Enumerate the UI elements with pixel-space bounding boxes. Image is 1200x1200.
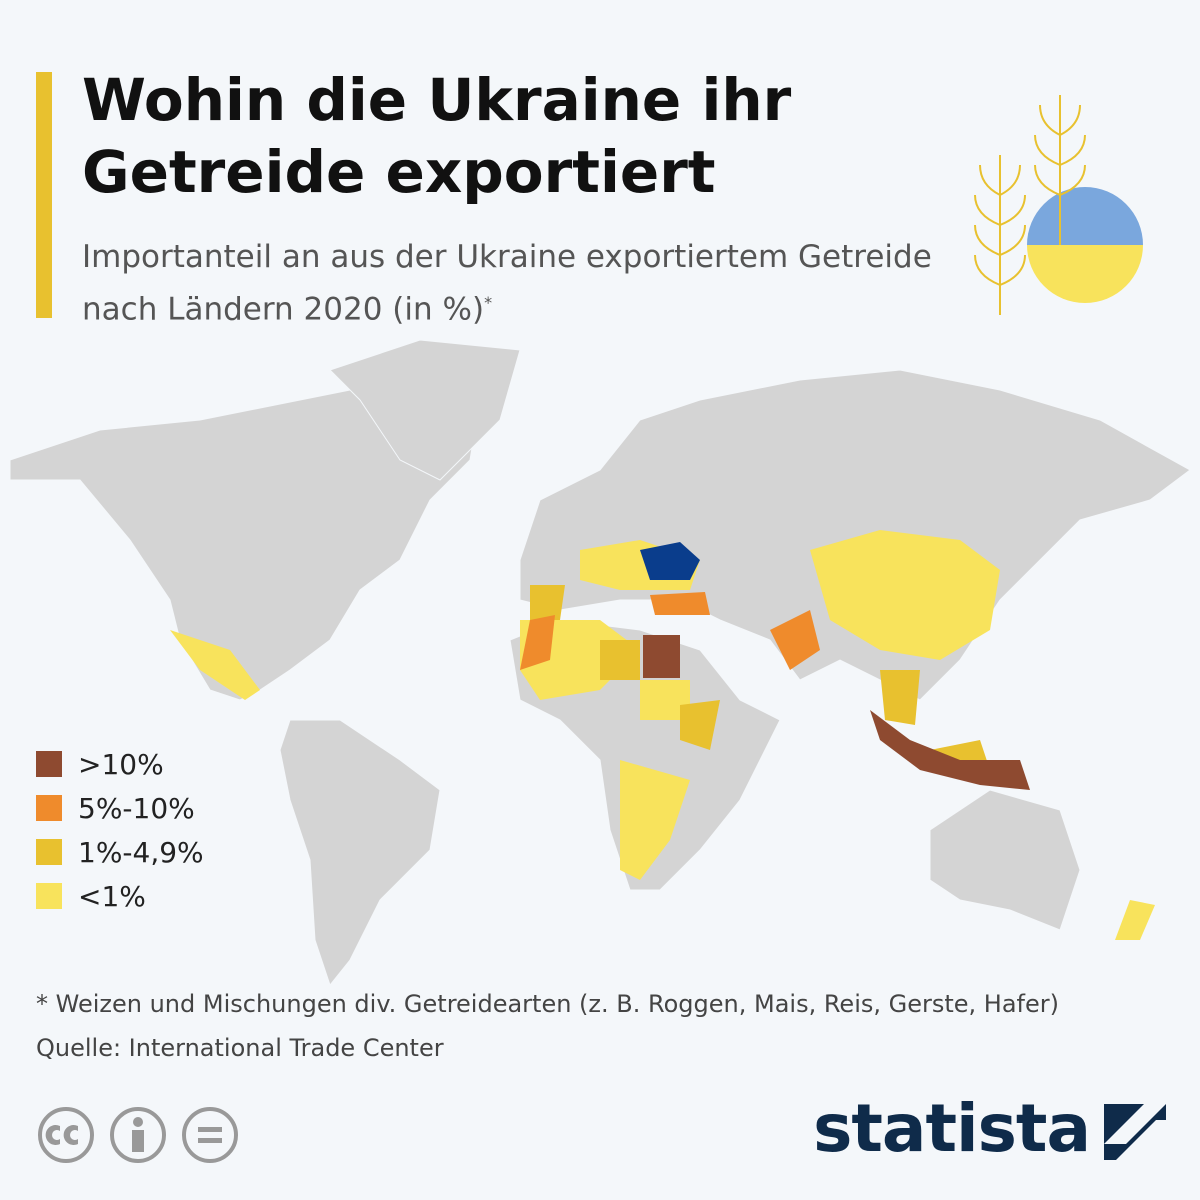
legend-label: 5%-10% (78, 791, 195, 825)
world-map (9, 339, 1191, 987)
subtitle: Importanteil an aus der Ukraine exportie… (82, 234, 942, 332)
legend-swatch (36, 795, 62, 821)
brand-logo (1104, 1104, 1166, 1160)
country (530, 585, 565, 620)
wheat-icon (974, 95, 1143, 315)
subtitle-text: Importanteil an aus der Ukraine exportie… (82, 239, 932, 328)
country (170, 630, 260, 700)
country (520, 615, 555, 670)
legend-item: 5%-10% (36, 786, 204, 830)
country (650, 592, 710, 615)
country (640, 680, 690, 720)
country (810, 530, 1000, 660)
brand: statista (813, 1090, 1091, 1167)
accent-bar (36, 72, 52, 318)
country (600, 640, 640, 680)
country (870, 710, 1030, 790)
footnote: * Weizen und Mischungen div. Getreideart… (36, 990, 1059, 1018)
title: Wohin die Ukraine ihr Getreide exportier… (82, 66, 792, 206)
country (680, 700, 720, 750)
license-icons (38, 1107, 238, 1163)
legend-item: 1%-4,9% (36, 830, 204, 874)
legend-label: <1% (78, 879, 146, 913)
legend-label: 1%-4,9% (78, 835, 204, 869)
legend: >10% 5%-10% 1%-4,9% <1% (36, 742, 204, 918)
country (880, 670, 920, 725)
country (620, 760, 690, 880)
legend-item: <1% (36, 874, 204, 918)
land (9, 339, 1191, 987)
legend-label: >10% (78, 747, 164, 781)
subtitle-note: * (484, 293, 493, 312)
legend-swatch (36, 839, 62, 865)
legend-swatch (36, 751, 62, 777)
legend-swatch (36, 883, 62, 909)
source: Quelle: International Trade Center (36, 1034, 444, 1062)
country (643, 635, 680, 678)
legend-item: >10% (36, 742, 204, 786)
importer-countries (170, 530, 1155, 940)
country (1115, 900, 1155, 940)
country (770, 610, 820, 670)
